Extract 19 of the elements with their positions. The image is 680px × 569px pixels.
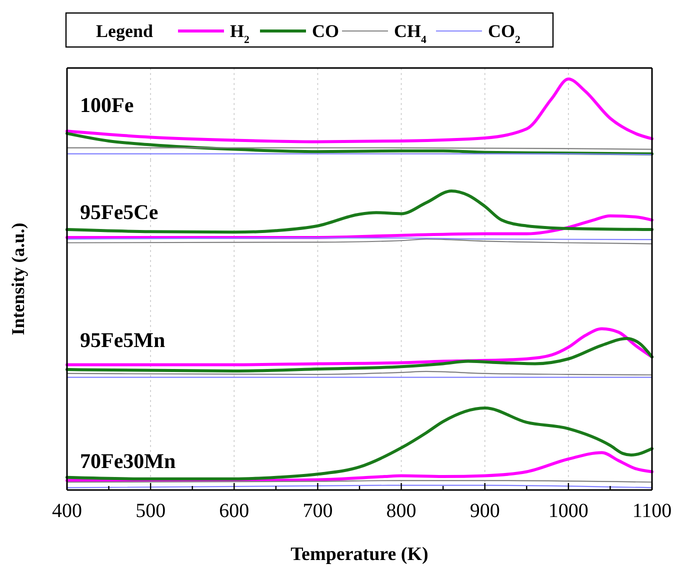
x-tick-label: 1100 (632, 500, 672, 522)
legend-label: CO (312, 21, 339, 41)
legend-title: Legend (96, 21, 154, 41)
x-tick-label: 900 (470, 500, 500, 522)
legend-label: CH$_{4}$ (394, 21, 427, 46)
chart-title: 95Fe5Mn (80, 328, 166, 352)
x-tick-label: 700 (302, 500, 333, 522)
text: 95Fe5Ce (80, 200, 158, 224)
x-tick-label: 1000 (548, 500, 588, 522)
text: 70Fe30Mn (80, 449, 176, 473)
x-axis-title: Temperature (K) (290, 544, 428, 565)
legend-label: CO$_{2}$ (488, 21, 520, 46)
x-tick-label: 800 (386, 500, 416, 522)
text: 100Fe (80, 93, 134, 117)
x-tick-label: 400 (52, 500, 82, 522)
x-tick-label: 500 (136, 500, 166, 522)
y-axis-title: Intensity (a.u.) (8, 222, 28, 336)
x-tick-label: 600 (219, 500, 250, 522)
legend-label: H$_{2}$ (230, 21, 250, 46)
